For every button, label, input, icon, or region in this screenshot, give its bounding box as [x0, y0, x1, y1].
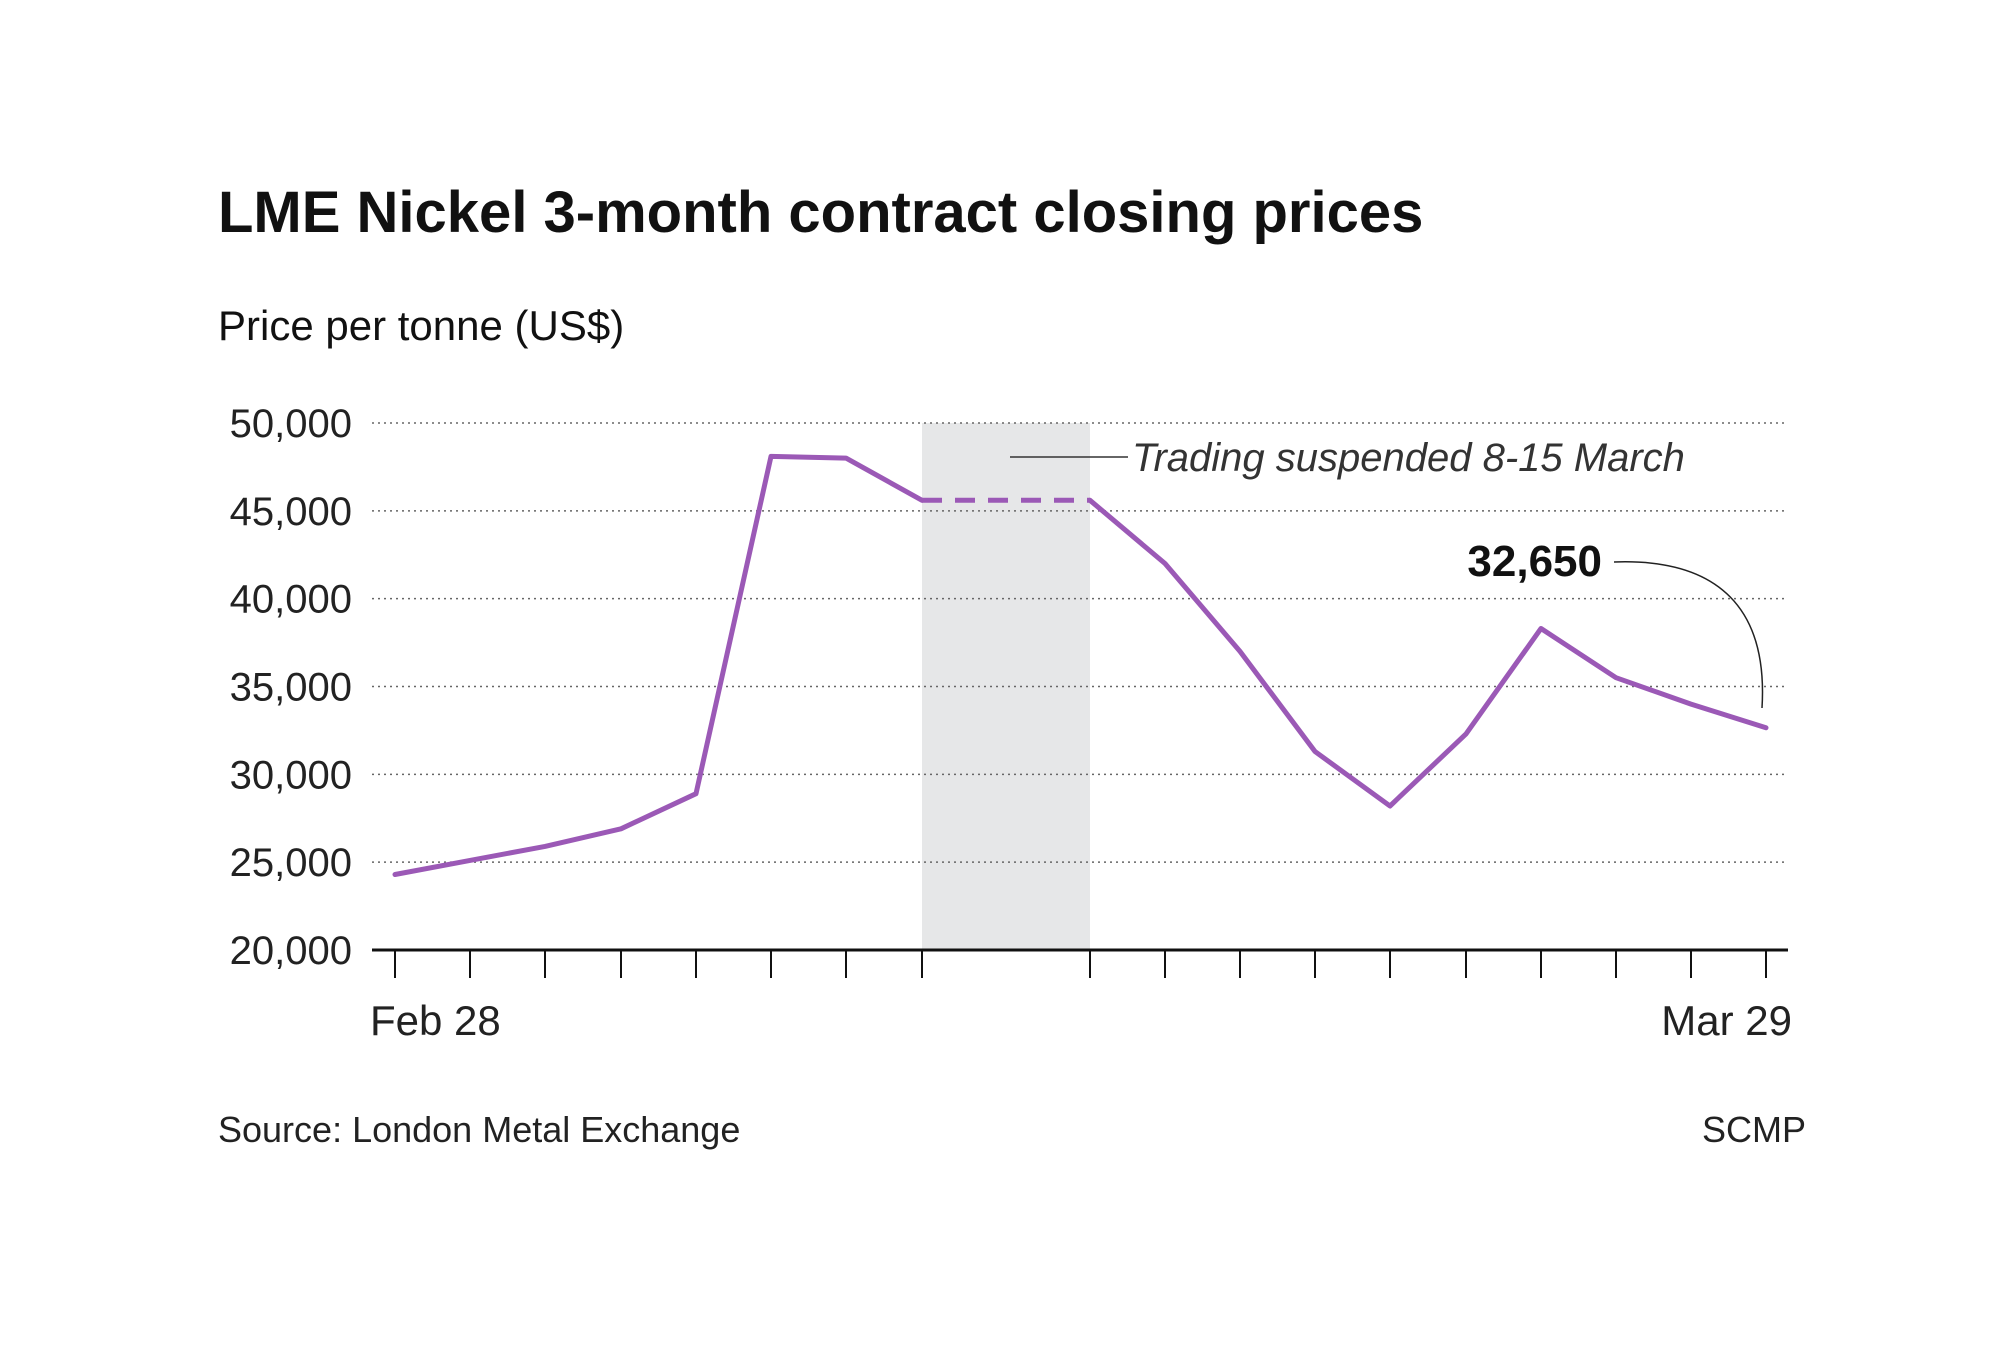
y-tick-label: 30,000 [230, 753, 352, 797]
annotations: Trading suspended 8-15 March 32,650 [1010, 436, 1764, 709]
x-tick-label: Feb 28 [370, 997, 501, 1044]
suspension-note: Trading suspended 8-15 March [1132, 436, 1685, 480]
y-tick-label: 45,000 [230, 490, 352, 534]
y-tick-label: 50,000 [230, 402, 352, 446]
series-layer [392, 453, 1769, 877]
x-tick-labels: Feb 28 Mar 29 [370, 997, 1792, 1044]
gridlines [372, 422, 1788, 863]
last-value-label: 32,650 [1467, 537, 1602, 586]
credit: SCMP [1702, 1109, 1806, 1150]
y-tick-label: 40,000 [230, 578, 352, 622]
last-value-leader [1613, 561, 1764, 709]
x-axis [372, 948, 1788, 978]
y-tick-label: 20,000 [230, 929, 352, 973]
y-tick-labels: 50,000 45,000 40,000 35,000 30,000 25,000 20,0… [230, 402, 352, 973]
price-line-before-suspension [392, 453, 925, 877]
price-line-after-suspension [1087, 497, 1769, 809]
source-note: Source: London Metal Exchange [218, 1109, 740, 1150]
chart-title: LME Nickel 3-month contract closing pric… [218, 180, 1423, 245]
y-tick-label: 35,000 [230, 666, 352, 710]
y-axis-label: Price per tonne (US$) [218, 302, 624, 349]
x-tick-label: Mar 29 [1661, 997, 1792, 1044]
y-tick-label: 25,000 [230, 841, 352, 885]
